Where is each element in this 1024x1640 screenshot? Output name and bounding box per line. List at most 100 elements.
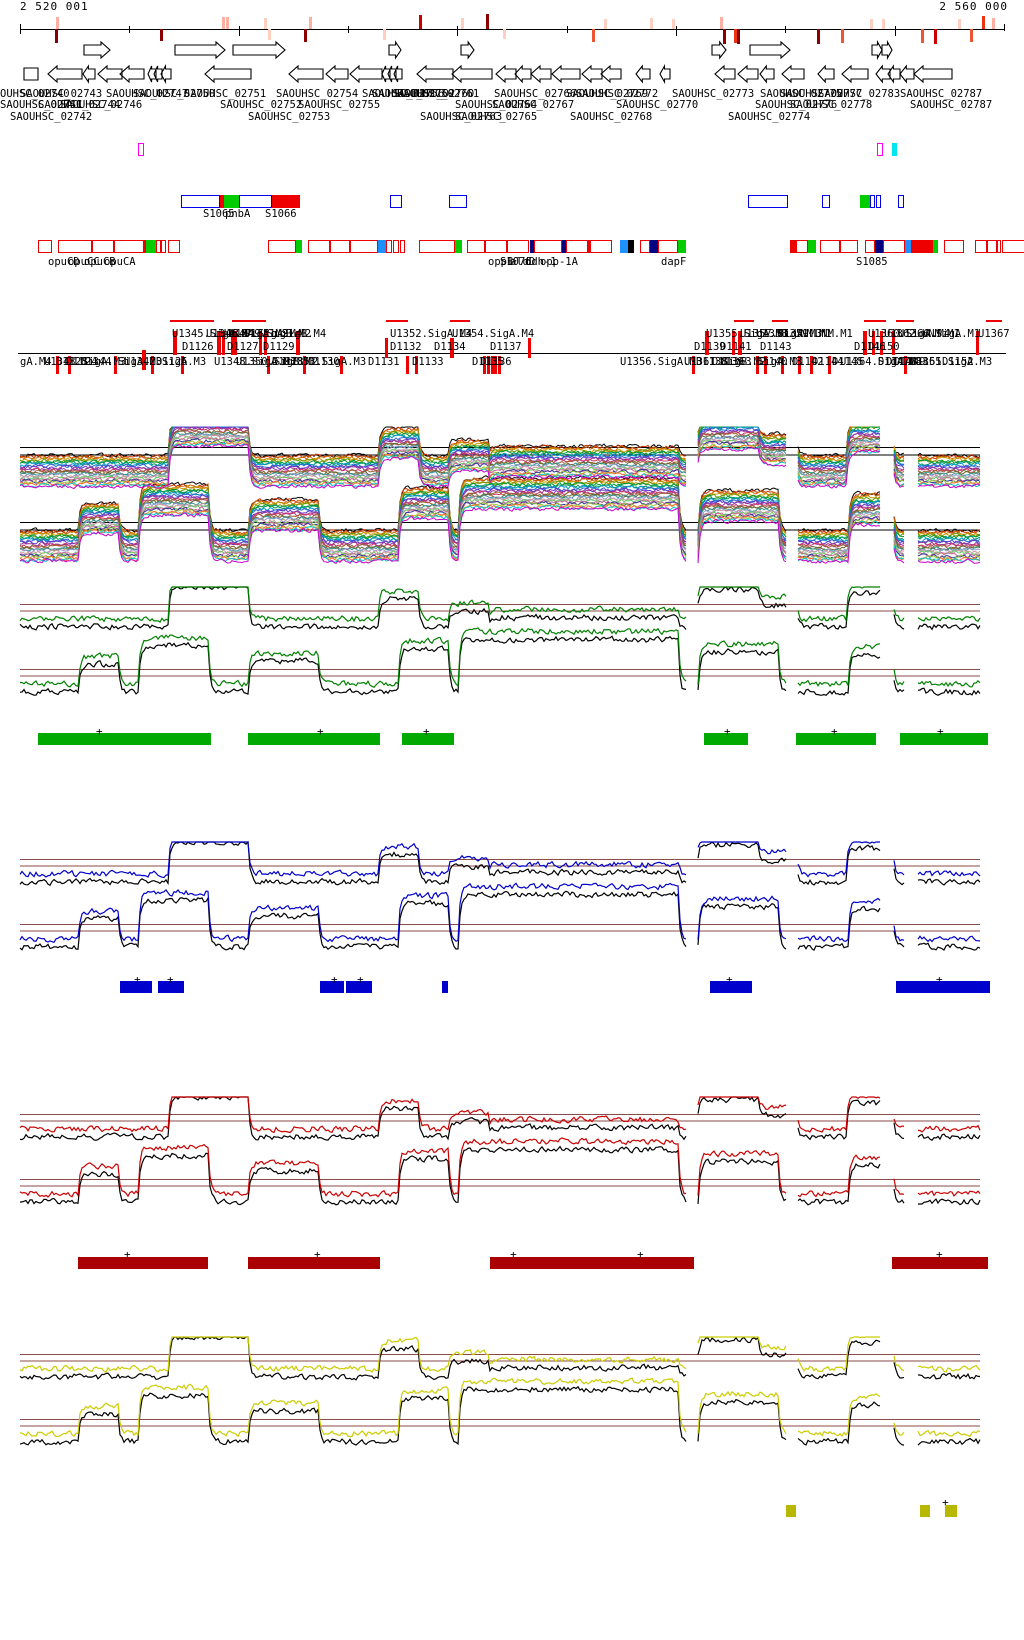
significant-segment-bar[interactable] [892, 1257, 988, 1269]
cds-feature[interactable] [590, 240, 612, 253]
utr-label[interactable]: U1347.SigA.M4 [220, 328, 303, 340]
variant-mark[interactable] [309, 17, 312, 29]
utr-bar[interactable] [385, 338, 388, 358]
utr-label[interactable]: U1345.SigA.M4 [172, 328, 255, 340]
gene-arrow[interactable] [160, 63, 172, 85]
cds-feature[interactable] [168, 240, 180, 253]
cds-feature[interactable] [330, 240, 350, 253]
significant-segment-bar[interactable] [796, 733, 876, 745]
utr-bar[interactable] [756, 356, 759, 374]
cds-feature[interactable] [146, 240, 156, 253]
utr-label[interactable]: D1145 [832, 356, 864, 368]
cds-feature[interactable] [507, 240, 529, 253]
utr-bar[interactable] [487, 356, 490, 374]
cds-feature[interactable] [467, 240, 485, 253]
gene-label[interactable]: SAOUHSC_02746 [60, 99, 143, 111]
operon-feature-track[interactable] [0, 195, 1024, 211]
variant-mark[interactable] [226, 17, 229, 29]
cds-feature[interactable] [308, 240, 330, 253]
operon-feature[interactable] [220, 195, 224, 208]
significant-segment-bar[interactable] [248, 1257, 380, 1269]
gene-arrow[interactable] [737, 64, 759, 84]
operon-feature[interactable] [449, 195, 467, 208]
cds-feature[interactable] [38, 240, 52, 253]
gene-arrow[interactable] [349, 64, 383, 84]
signal-panel-green[interactable] [0, 585, 1024, 715]
cds-feature[interactable] [640, 240, 650, 253]
cds-feature[interactable] [840, 240, 858, 253]
utr-label[interactable]: U1364.SigA.M3 [840, 356, 923, 368]
utr-label[interactable]: D1146 [854, 341, 886, 353]
cds-feature[interactable] [92, 240, 114, 253]
gene-arrow[interactable] [495, 64, 517, 84]
variant-mark[interactable] [383, 29, 386, 40]
cds-feature[interactable] [350, 240, 378, 253]
gene-arrow[interactable] [781, 64, 805, 84]
signal-panel-multicolor[interactable] [0, 425, 1024, 575]
gene-label[interactable]: SAOUHSC_02777 [780, 88, 863, 100]
gene-label[interactable]: SAOUHSC_02787 [910, 99, 993, 111]
utr-bar[interactable] [732, 331, 735, 355]
utr-bar[interactable] [764, 356, 767, 374]
gene-arrow[interactable] [83, 40, 111, 60]
variant-mark[interactable] [222, 17, 225, 29]
variant-mark[interactable] [304, 29, 307, 42]
utr-bar[interactable] [828, 356, 831, 374]
variant-mark[interactable] [841, 29, 844, 43]
utr-promoter-track[interactable]: U1345.SigA.M4 U1346.SigA.M2 U1347.SigA.M4 U… [0, 315, 1024, 385]
utr-bar[interactable] [904, 356, 907, 374]
srna-feature[interactable] [877, 143, 883, 156]
significant-segment-bar[interactable] [710, 981, 752, 993]
cds-feature[interactable] [865, 240, 875, 253]
utr-bar[interactable] [810, 356, 813, 374]
gene-arrow[interactable] [97, 64, 123, 84]
variant-mark[interactable] [817, 29, 820, 44]
gene-label[interactable]: SAOUHSC_02764 [455, 99, 538, 111]
utr-label[interactable]: U1342.SigA.M3 [124, 356, 207, 368]
utr-bar[interactable] [415, 356, 418, 374]
signal-panel-red[interactable] [0, 1095, 1024, 1225]
operon-feature[interactable] [224, 195, 239, 208]
variant-mark[interactable] [160, 29, 163, 41]
variant-mark[interactable] [56, 17, 59, 29]
cds-feature[interactable] [911, 240, 933, 253]
cds-feature[interactable] [386, 240, 392, 253]
gene-label[interactable]: SAOUHSC_02756 [362, 88, 445, 100]
gene-arrow[interactable] [387, 65, 397, 83]
variant-mark[interactable] [982, 16, 985, 29]
significant-segment-bar[interactable] [900, 733, 988, 745]
utr-label[interactable]: D1124 [66, 356, 98, 368]
gene-arrow[interactable] [749, 40, 791, 60]
utr-label[interactable]: D1128 [272, 356, 304, 368]
utr-label[interactable]: D1127 [227, 341, 259, 353]
gene-label[interactable]: OUHSC_02740 [0, 88, 70, 100]
gene-arrow[interactable] [659, 63, 671, 85]
gene-label[interactable]: SAOUHSC_02759 [372, 88, 455, 100]
utr-label[interactable]: U1361.SigB.M2 [684, 356, 767, 368]
cds-feature[interactable] [944, 240, 964, 253]
signal-panel-blue[interactable] [0, 840, 1024, 970]
variant-mark[interactable] [737, 29, 740, 44]
gene-label[interactable]: SAOUHSC_02766 [494, 88, 577, 100]
gene-arrow[interactable] [600, 64, 622, 84]
cds-feature[interactable] [678, 240, 686, 253]
variant-mark[interactable] [650, 18, 653, 29]
significant-segment-bar[interactable] [704, 733, 748, 745]
gene-arrow-track[interactable] [0, 39, 1024, 110]
utr-bar[interactable] [798, 356, 801, 374]
significant-segment-bar[interactable] [920, 1505, 930, 1517]
utr-bar[interactable] [528, 338, 531, 358]
utr-bar[interactable] [231, 331, 235, 355]
gene-label[interactable]: SAOUHSC_02772 [576, 88, 659, 100]
variant-mark[interactable] [921, 29, 924, 43]
utr-label[interactable]: U1357.SigA.M3 [740, 328, 823, 340]
gene-arrow[interactable] [325, 64, 349, 84]
variant-mark[interactable] [604, 19, 607, 29]
variant-mark[interactable] [592, 29, 595, 42]
significant-segment-bar[interactable] [248, 733, 380, 745]
utr-bar[interactable] [406, 356, 409, 374]
utr-label[interactable]: U1367 [978, 328, 1010, 340]
gene-arrow[interactable] [817, 64, 835, 84]
gene-label[interactable]: SAOUHSC_02751 [184, 88, 267, 100]
utr-label[interactable]: U1365.SigA.M3 [910, 356, 993, 368]
